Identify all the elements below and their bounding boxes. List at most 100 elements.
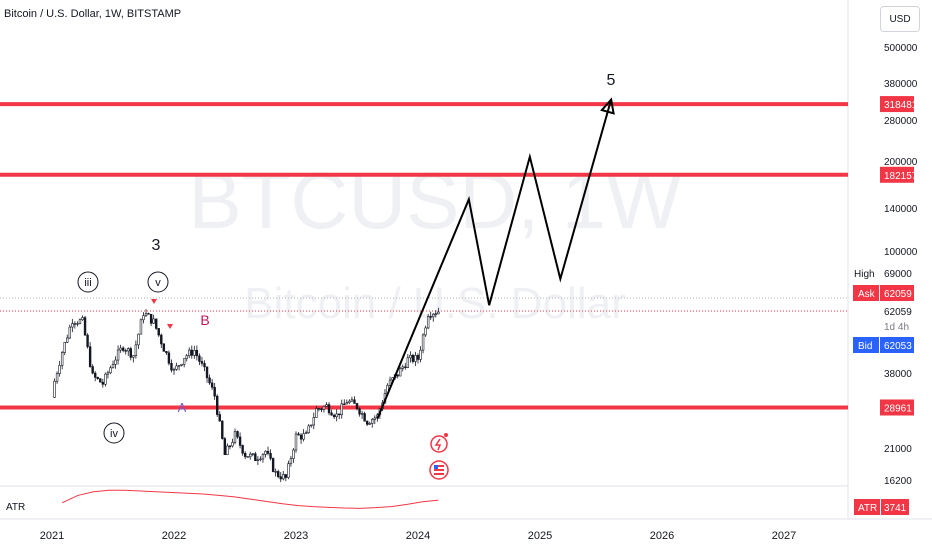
candle-body — [172, 369, 176, 371]
watermark-ticker: BTCUSD, 1W — [188, 156, 682, 245]
forecast-path[interactable] — [376, 99, 613, 420]
wave-5-label[interactable]: 5 — [607, 72, 616, 89]
candle-body — [68, 326, 71, 339]
candle-body — [162, 343, 166, 352]
lightning-glyph — [434, 438, 442, 451]
bid-label: Bid — [858, 341, 872, 352]
candle-body — [213, 387, 216, 397]
candle-body — [66, 337, 69, 343]
candle-body — [139, 319, 143, 335]
price-tick: 16200 — [884, 476, 912, 487]
time-axis[interactable]: 2021 2022 2023 2024 2025 2026 2027 — [40, 530, 796, 542]
wave-iii-label[interactable]: iii — [84, 277, 91, 289]
candle-body — [149, 314, 153, 324]
wave-iv-label[interactable]: iv — [110, 428, 118, 440]
candle-body — [360, 413, 364, 415]
candle-body — [307, 425, 310, 433]
candle-body — [114, 359, 117, 365]
candle-body — [373, 417, 376, 420]
candle-body — [58, 365, 61, 374]
candle-body — [160, 334, 163, 345]
price-axis[interactable]: 500000 380000 280000 200000 140000 10000… — [884, 43, 918, 487]
candle-body — [205, 366, 209, 379]
candle-body — [338, 413, 341, 416]
candle-body — [188, 349, 191, 357]
candle-body — [419, 349, 422, 360]
price-levels[interactable]: 318481 182157 28961 — [0, 96, 918, 416]
candle-body — [282, 474, 285, 480]
candle-body — [271, 458, 275, 472]
candle-body — [353, 399, 356, 404]
bar-countdown: 1d 4h — [884, 322, 909, 333]
candle-body — [401, 366, 404, 369]
price-tick: 200000 — [884, 157, 918, 168]
price-level-label: 318481 — [884, 100, 918, 111]
time-tick: 2022 — [162, 530, 186, 542]
lightning-event-icon[interactable] — [430, 435, 448, 453]
time-tick: 2026 — [650, 530, 674, 542]
wave-A-label[interactable]: A — [178, 400, 187, 415]
candle-body — [261, 454, 265, 460]
candle-body — [284, 474, 288, 478]
candle-body — [53, 380, 56, 398]
event-dot — [444, 433, 448, 437]
candle-body — [343, 403, 346, 405]
candle-body — [243, 452, 247, 457]
candle-body — [91, 366, 94, 374]
candle-body — [134, 344, 138, 356]
candle-body — [404, 366, 407, 368]
atr-indicator-title[interactable]: ATR — [6, 502, 25, 513]
candle-body — [437, 311, 440, 315]
wave-B-label[interactable]: B — [200, 312, 209, 328]
candle-body — [228, 445, 232, 448]
currency-button[interactable]: USD — [880, 6, 920, 32]
price-tick: 21000 — [884, 444, 912, 455]
candle-body — [167, 352, 171, 364]
time-tick: 2023 — [284, 530, 308, 542]
candle-body — [124, 350, 127, 352]
candle-body — [200, 361, 204, 364]
candle-body — [365, 420, 369, 425]
candle-body — [208, 377, 211, 384]
candle-body — [350, 399, 354, 402]
candle-body — [259, 458, 262, 461]
candle-body — [170, 362, 173, 371]
candle-body — [195, 350, 199, 357]
price-tick: 140000 — [884, 204, 918, 215]
candle-body — [409, 354, 412, 359]
candle-body — [111, 364, 115, 369]
candle-body — [310, 424, 313, 427]
candle-body — [388, 379, 392, 386]
candle-body — [363, 413, 366, 422]
candle-body — [109, 367, 112, 374]
symbol-title[interactable]: Bitcoin / U.S. Dollar, 1W, BITSTAMP — [4, 8, 182, 20]
wave-v-label[interactable]: v — [155, 277, 161, 289]
candle-body — [119, 347, 122, 351]
candle-body — [289, 458, 293, 465]
candle-body — [251, 453, 254, 455]
time-tick: 2021 — [40, 530, 64, 542]
atr-badge-value: 3741 — [884, 503, 907, 514]
atr-value-tag — [881, 499, 909, 515]
price-level-label: 28961 — [884, 403, 912, 414]
candle-body — [71, 323, 74, 328]
wave-iv-circle — [103, 422, 125, 444]
candle-body — [241, 445, 244, 454]
candle-body — [406, 357, 410, 368]
candle-body — [358, 408, 361, 415]
wave-3-label[interactable]: 3 — [152, 237, 161, 254]
candle-body — [279, 476, 282, 480]
price-level-tag — [880, 96, 914, 113]
candle-body — [299, 434, 303, 440]
price-level-label: 182157 — [884, 171, 918, 182]
atr-badge-label: ATR — [858, 503, 877, 514]
candle-body — [175, 365, 178, 370]
candle-body — [147, 313, 150, 315]
candle-body — [332, 414, 336, 418]
candle-body — [226, 445, 229, 456]
price-tick: 100000 — [884, 247, 918, 258]
candle-body — [340, 403, 343, 416]
candle-body — [203, 363, 206, 368]
